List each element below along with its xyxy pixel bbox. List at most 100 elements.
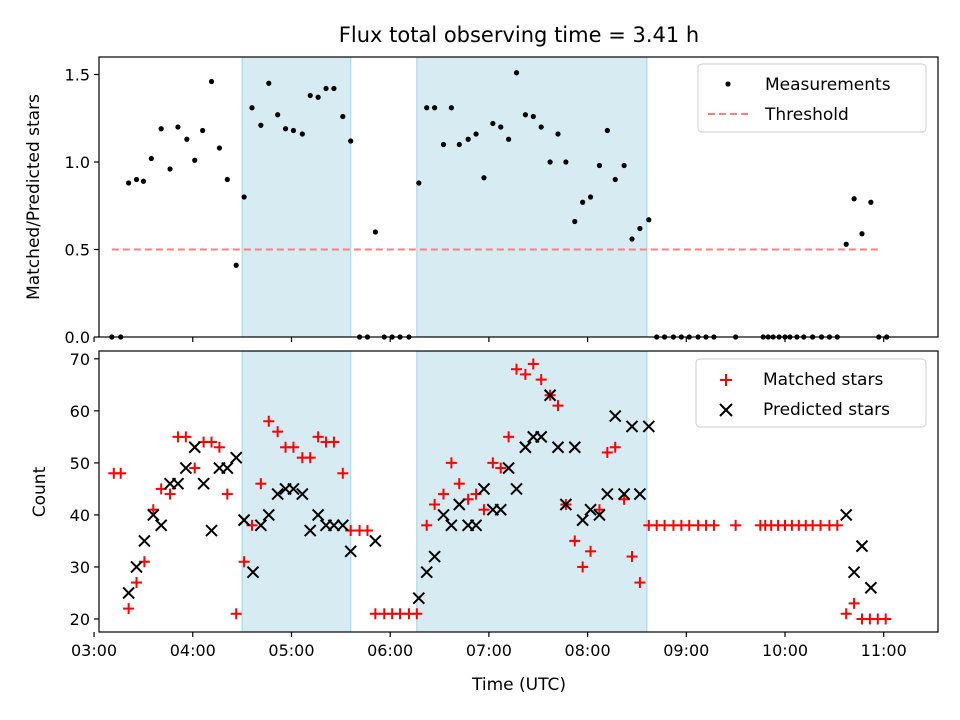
predicted-star-point (130, 560, 143, 574)
matched-star-point (263, 415, 275, 427)
predicted-star-point (453, 498, 466, 511)
predicted-star-point (633, 487, 647, 501)
matched-star-point (445, 457, 457, 469)
top-y-axis-label: Matched/Predicted stars (24, 94, 44, 300)
measurement-point (612, 176, 618, 183)
matched-star-point (131, 577, 143, 589)
matched-star-point (255, 478, 267, 490)
measurement-point (465, 136, 471, 142)
predicted-star-point (171, 477, 185, 490)
measurement-point (456, 141, 462, 148)
x-tick-label: 04:00 (170, 641, 216, 660)
predicted-star-point (445, 519, 458, 532)
measurement-point (175, 124, 181, 130)
measurement-point (315, 94, 321, 100)
measurement-point (241, 194, 247, 200)
measurement-point (184, 136, 190, 142)
measurement-point (348, 138, 354, 144)
predicted-star-point (534, 430, 548, 444)
predicted-star-point (437, 508, 450, 522)
measurement-point (224, 176, 230, 183)
matched-star-point (618, 493, 630, 505)
shaded-interval-1 (242, 57, 351, 337)
predicted-star-point (197, 477, 210, 490)
measurement-point (547, 159, 553, 165)
measurement-point (513, 70, 520, 76)
measurement-point (200, 127, 206, 134)
matched-star-point (361, 525, 373, 537)
predicted-star-point (336, 519, 350, 532)
measurement-point (646, 217, 652, 223)
predicted-star-point (551, 441, 565, 454)
measurement-point (506, 136, 512, 142)
matched-star-point (206, 436, 218, 448)
measurement-point (167, 166, 173, 172)
predicted-star-point (477, 482, 491, 496)
x-tick-label: 03:00 (71, 641, 117, 660)
shaded-interval-2 (416, 57, 647, 337)
predicted-star-point (344, 545, 357, 558)
measurement-point (266, 80, 272, 86)
legend-threshold-label: Threshold (764, 105, 849, 125)
legend-predicted-label: Predicted stars (763, 400, 890, 420)
measurement-point (596, 162, 603, 169)
predicted-star-point (855, 539, 869, 553)
bottom-axes-frame (98, 350, 939, 633)
measurement-point (522, 112, 529, 118)
matched-star-point (123, 603, 135, 615)
predicted-star-point (559, 498, 573, 511)
bottom-legend: Matched stars Predicted stars (695, 358, 927, 428)
matched-star-point (535, 374, 547, 386)
measurement-point (416, 180, 422, 186)
matched-star-point (626, 551, 638, 563)
measurement-point (587, 194, 594, 200)
measurement-point (290, 127, 297, 134)
predicted-star-point (122, 586, 135, 600)
matched-star-point (831, 519, 843, 531)
predicted-star-point (494, 503, 507, 516)
predicted-star-point (229, 451, 243, 464)
y-tick-label: 50 (70, 454, 90, 473)
top-legend: Measurements Threshold (697, 63, 927, 133)
measurement-point (473, 131, 479, 137)
measurement-point (563, 159, 569, 165)
y-tick-label: 1.0 (65, 153, 90, 172)
matched-star-point (312, 431, 324, 443)
x-tick-label: 10:00 (762, 641, 808, 660)
matched-star-point (552, 400, 564, 412)
measurement-point (851, 196, 857, 202)
measurement-point (629, 236, 635, 242)
matched-star-point (495, 462, 507, 474)
matched-star-point (238, 556, 250, 568)
measurement-point (490, 120, 496, 127)
matched-star-point (147, 504, 159, 516)
measurement-point (282, 126, 289, 132)
predicted-star-point (625, 420, 639, 433)
measurement-point (208, 78, 215, 85)
measurement-point (432, 105, 438, 111)
matched-star-point (569, 535, 581, 547)
measurement-point (275, 112, 281, 118)
predicted-star-point (864, 581, 878, 594)
top-panel: 0.0 0.5 1.0 1.5 Matched/Predicted stars Mea… (24, 56, 939, 347)
y-tick-label: 70 (70, 350, 90, 369)
matched-star-point (115, 467, 127, 479)
measurement-point (440, 141, 447, 148)
top-x-ticks (93, 337, 885, 342)
predicted-star-point (519, 441, 532, 454)
measurement-point (258, 122, 264, 128)
matched-star-point (221, 488, 233, 500)
matched-star-point (503, 431, 515, 443)
y-tick-label: 30 (70, 558, 90, 577)
shaded-interval-2 (416, 351, 647, 632)
x-tick-label: 11:00 (861, 641, 907, 660)
measurement-point (126, 180, 132, 186)
bottom-shaded-regions (241, 351, 648, 632)
bottom-y-axis-label: Count (30, 466, 50, 517)
y-tick-label: 40 (70, 506, 90, 525)
predicted-star-point (205, 524, 218, 537)
matched-star-point (478, 504, 490, 516)
top-legend-box (697, 63, 927, 133)
predicted-star-point (469, 519, 483, 532)
predicted-star-point (642, 420, 655, 433)
